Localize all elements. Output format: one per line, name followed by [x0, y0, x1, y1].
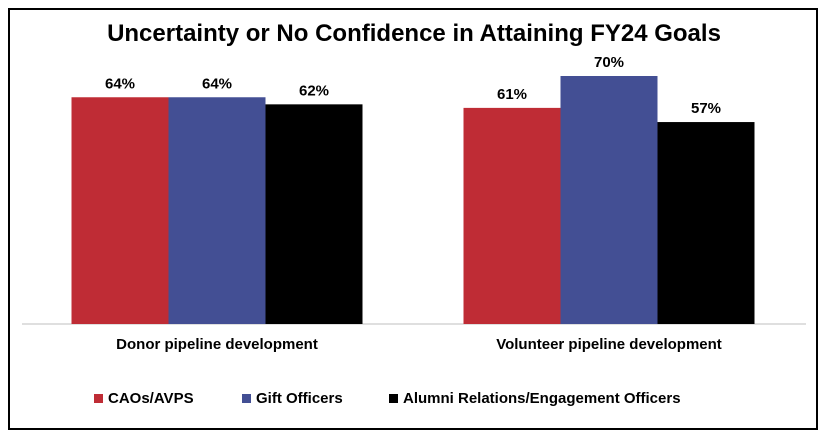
legend-label: Alumni Relations/Engagement Officers [403, 390, 681, 407]
data-label: 64% [202, 75, 232, 92]
data-label: 62% [299, 82, 329, 99]
legend-swatch [389, 394, 398, 403]
data-label: 70% [594, 54, 624, 71]
category-label: Donor pipeline development [116, 336, 318, 353]
bar [71, 97, 169, 324]
legend-label: CAOs/AVPS [108, 390, 194, 407]
bar [168, 97, 266, 324]
bar [657, 122, 755, 324]
legend-swatch [242, 394, 251, 403]
chart-title: Uncertainty or No Confidence in Attainin… [107, 20, 721, 47]
legend-label: Gift Officers [256, 390, 343, 407]
bar [560, 76, 658, 324]
bar [463, 107, 561, 324]
legend-swatch [94, 394, 103, 403]
data-label: 61% [497, 86, 527, 103]
bar [265, 104, 363, 324]
data-label: 57% [691, 100, 721, 117]
data-label: 64% [105, 75, 135, 92]
category-label: Volunteer pipeline development [496, 336, 722, 353]
